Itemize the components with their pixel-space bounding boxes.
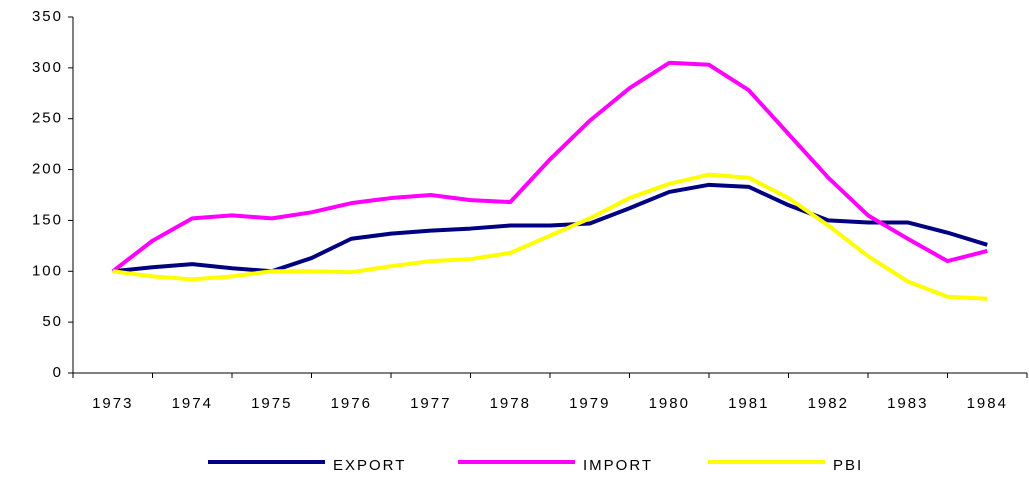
x-tick-label: 1976: [331, 395, 372, 412]
legend-label: PBI: [833, 457, 863, 474]
x-tick-label: 1975: [251, 395, 292, 412]
x-tick-label: 1979: [569, 395, 610, 412]
data-line: [111, 60, 988, 273]
y-tick-label: 300: [32, 59, 63, 76]
x-tick-label: 1984: [967, 395, 1008, 412]
x-tick-label: 1980: [649, 395, 690, 412]
x-tick-label: 1982: [808, 395, 849, 412]
y-tick-label: 350: [32, 8, 63, 25]
x-tick-label: 1983: [887, 395, 928, 412]
data-line: [112, 182, 988, 274]
y-tick-label: 150: [32, 211, 63, 228]
x-tick-label: 1978: [490, 395, 531, 412]
data-line: [112, 172, 988, 301]
y-tick-label: 50: [42, 313, 63, 330]
y-tick-label: 200: [32, 161, 63, 178]
y-tick-label: 250: [32, 110, 63, 127]
y-tick-label: 100: [32, 262, 63, 279]
legend-label: EXPORT: [333, 457, 406, 474]
x-tick-label: 1977: [410, 395, 451, 412]
x-tick-label: 1981: [728, 395, 769, 412]
legend-label: IMPORT: [583, 457, 653, 474]
y-tick-label: 0: [53, 364, 63, 381]
x-tick-label: 1973: [92, 395, 133, 412]
x-tick-label: 1974: [172, 395, 213, 412]
